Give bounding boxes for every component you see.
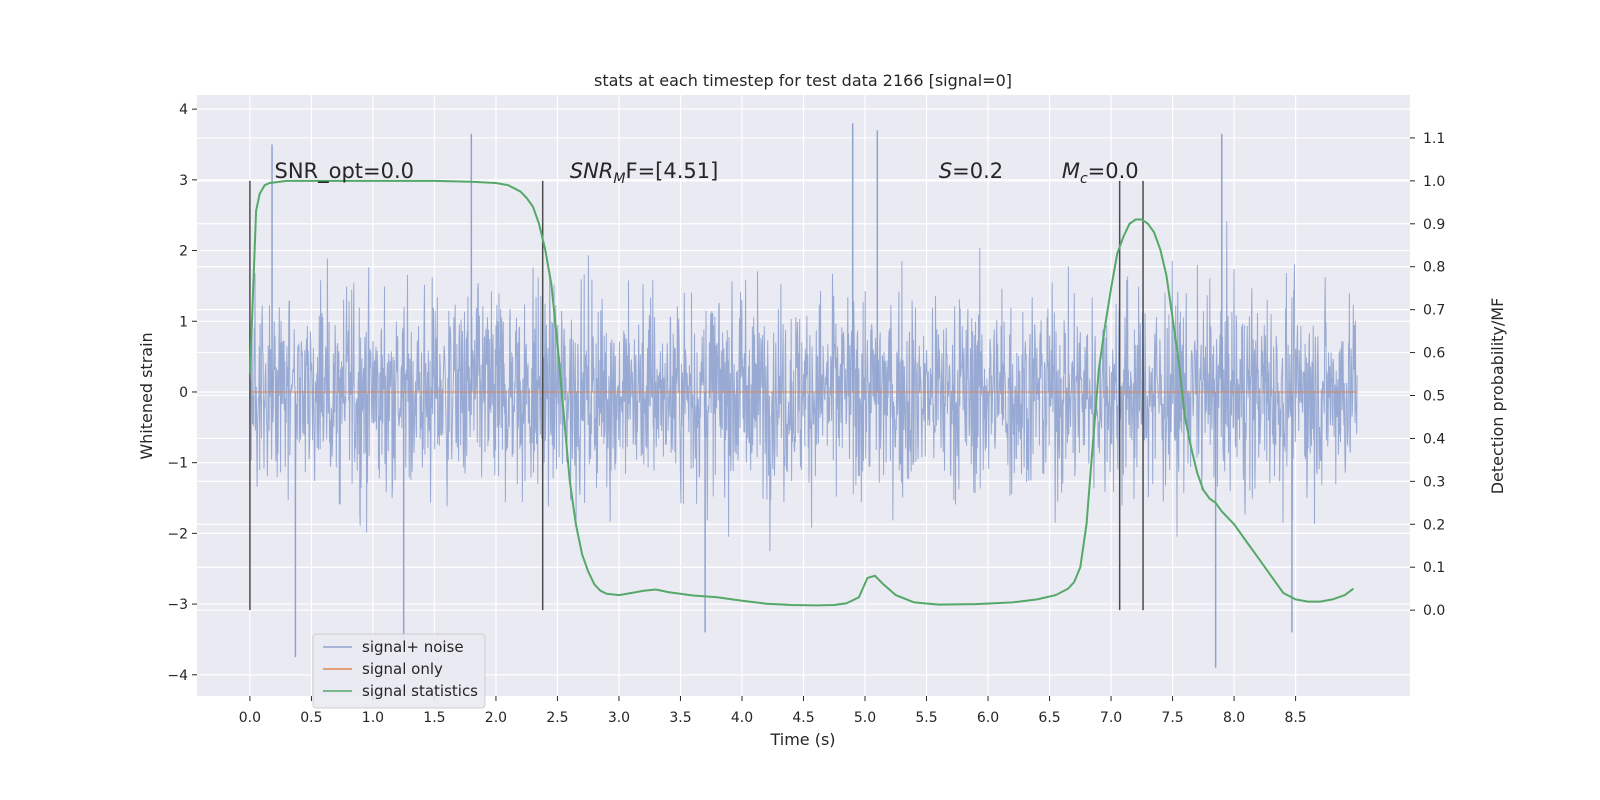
annotation-main: M bbox=[1062, 159, 1080, 183]
annotation: SNRMF=[4.51] bbox=[570, 159, 719, 187]
y-right-tick-label: 0.3 bbox=[1423, 474, 1445, 490]
y-left-tick-label: −2 bbox=[167, 526, 188, 542]
y-right-tick-label: 0.6 bbox=[1423, 346, 1445, 362]
y-left-tick-label: 1 bbox=[179, 314, 188, 330]
y-left-tick-label: 0 bbox=[179, 385, 188, 401]
y-left-tick-label: 4 bbox=[179, 102, 188, 118]
y-left-tick-label: 2 bbox=[179, 244, 188, 260]
y-right-tick-label: 0.7 bbox=[1423, 303, 1445, 319]
annotations: SNR_opt=0.0 SNRMF=[4.51] S=0.2 Mc=0.0 bbox=[275, 159, 1139, 187]
legend-box bbox=[312, 633, 486, 709]
x-tick-label: 6.5 bbox=[1038, 710, 1060, 726]
x-axis-label: Time (s) bbox=[769, 730, 835, 749]
x-tick-label: 7.0 bbox=[1100, 710, 1122, 726]
annotation: SNR_opt=0.0 bbox=[275, 159, 415, 184]
x-tick-label: 6.0 bbox=[977, 710, 999, 726]
y-right-tick-label: 0.4 bbox=[1423, 431, 1445, 447]
y-left-tick-label: −4 bbox=[167, 668, 188, 684]
x-tick-label: 4.0 bbox=[731, 710, 753, 726]
chart-title: stats at each timestep for test data 216… bbox=[594, 71, 1012, 90]
annotation-main: SNR bbox=[570, 159, 614, 183]
y-left-tick-label: −1 bbox=[167, 456, 188, 472]
annotation: S=0.2 bbox=[939, 159, 1003, 183]
stats-line bbox=[248, 179, 1354, 607]
x-tick-label: 3.0 bbox=[608, 710, 630, 726]
vertical-markers bbox=[249, 180, 1144, 611]
y-left-tick-label: −3 bbox=[167, 597, 188, 613]
x-tick-label: 1.5 bbox=[423, 710, 445, 726]
stats-series bbox=[248, 179, 1354, 607]
annotation-main: S bbox=[939, 159, 952, 183]
noise-series bbox=[249, 123, 1358, 668]
x-axis-ticks: 0.0 0.5 1.0 1.5 2.0 2.5 3.0 3.5 4.0 4.5 5.0 5.5 6.0 6… bbox=[239, 696, 1307, 726]
x-tick-label: 4.5 bbox=[792, 710, 814, 726]
y-left-axis-label: Whitened strain bbox=[137, 332, 156, 459]
y-right-tick-label: 0.0 bbox=[1423, 603, 1445, 619]
legend: signal+ noise signal only signal statist… bbox=[312, 633, 486, 709]
y-left-axis-ticks: −4 −3 −2 −1 0 1 2 3 4 bbox=[167, 102, 197, 684]
y-left-tick-label: 3 bbox=[179, 173, 188, 189]
annotation: Mc=0.0 bbox=[1062, 159, 1139, 187]
legend-noise-label: signal+ noise bbox=[362, 638, 464, 656]
legend-stats-label: signal statistics bbox=[362, 682, 478, 700]
x-tick-label: 8.0 bbox=[1223, 710, 1245, 726]
y-right-tick-label: 0.5 bbox=[1423, 389, 1445, 405]
x-tick-label: 0.5 bbox=[300, 710, 322, 726]
y-right-tick-label: 0.1 bbox=[1423, 560, 1445, 576]
annotation-rest: F=[4.51] bbox=[625, 159, 718, 183]
x-tick-label: 8.5 bbox=[1284, 710, 1306, 726]
x-tick-label: 0.0 bbox=[239, 710, 261, 726]
y-right-tick-label: 0.9 bbox=[1423, 217, 1445, 233]
annotation-rest: =0.2 bbox=[952, 159, 1003, 183]
y-right-tick-label: 0.2 bbox=[1423, 517, 1445, 533]
x-tick-label: 2.5 bbox=[546, 710, 568, 726]
legend-signal-label: signal only bbox=[362, 660, 443, 678]
y-right-axis-ticks: 0.0 0.1 0.2 0.3 0.4 0.5 0.6 0.7 0.8 0.9 1.0 1.1 bbox=[1410, 131, 1445, 619]
y-right-axis-label: Detection probability/MF bbox=[1488, 298, 1507, 495]
annotation-subscript: M bbox=[613, 171, 625, 187]
x-tick-label: 3.5 bbox=[669, 710, 691, 726]
y-right-tick-label: 0.8 bbox=[1423, 260, 1445, 276]
annotation-subscript: c bbox=[1080, 171, 1088, 187]
y-right-tick-label: 1.1 bbox=[1423, 131, 1445, 147]
noise-trace bbox=[249, 221, 1358, 552]
x-tick-label: 2.0 bbox=[485, 710, 507, 726]
x-tick-label: 7.5 bbox=[1161, 710, 1183, 726]
x-tick-label: 5.5 bbox=[915, 710, 937, 726]
x-tick-label: 5.0 bbox=[854, 710, 876, 726]
annotation-rest: =0.0 bbox=[1088, 159, 1139, 183]
y-right-tick-label: 1.0 bbox=[1423, 174, 1445, 190]
x-tick-label: 1.0 bbox=[362, 710, 384, 726]
